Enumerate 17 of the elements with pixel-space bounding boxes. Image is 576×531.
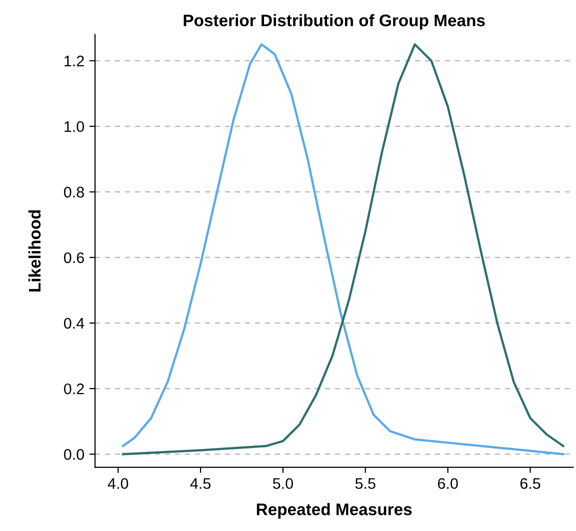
- y-tick-label: 0.4: [64, 318, 84, 329]
- y-tick-label: 0.2: [64, 383, 84, 394]
- y-tick-label: 1.0: [64, 121, 84, 132]
- x-tick-label: 5.0: [272, 478, 293, 489]
- x-tick-label: 4.5: [190, 478, 211, 489]
- x-tick-label: 6.5: [520, 478, 540, 489]
- y-tick-label: 0.0: [64, 449, 84, 460]
- x-tick-label: 6.0: [438, 478, 458, 489]
- line-series: [122, 43, 564, 456]
- y-tick-label: 1.2: [64, 56, 84, 66]
- x-tick-label: 5.5: [355, 478, 376, 489]
- y-tick-label: 0.6: [64, 252, 84, 264]
- y-axis-title: Likelihood: [28, 210, 41, 292]
- x-axis-title: Repeated Measures: [256, 503, 412, 519]
- y-tick-label: 0.8: [64, 186, 84, 198]
- chart-title: Posterior Distribution of Group Means: [184, 14, 485, 30]
- x-tick-label: 4.0: [108, 478, 128, 489]
